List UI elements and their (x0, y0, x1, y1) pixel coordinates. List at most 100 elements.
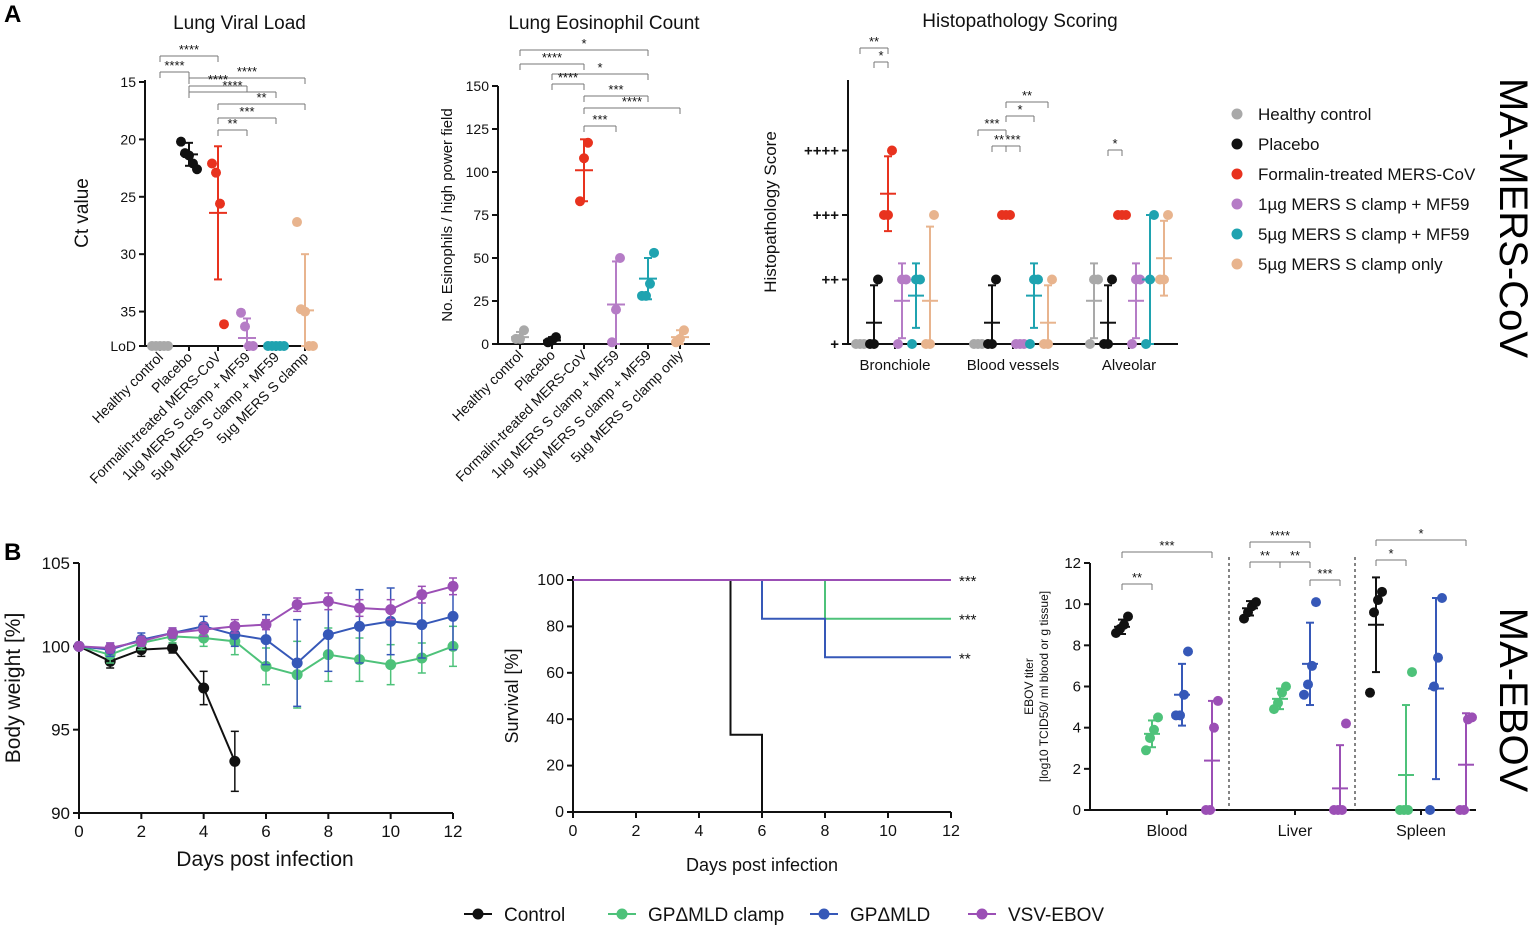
legend-item: 5µg MERS S clamp only (1231, 255, 1443, 274)
group-0-series-1 (1141, 712, 1163, 756)
group-0-series-3 (1201, 695, 1223, 815)
data-point (991, 274, 1001, 285)
data-point (229, 629, 241, 641)
series-line (78, 645, 236, 762)
significance-bracket: ** (217, 90, 306, 110)
data-point (615, 253, 625, 263)
significance-label: ** (1022, 88, 1032, 103)
data-point (385, 615, 397, 627)
series-5 (292, 217, 318, 351)
data-point (198, 682, 210, 694)
group-label: Blood vessels (967, 357, 1060, 374)
significance-label: *** (1005, 132, 1020, 147)
data-point (1251, 597, 1261, 608)
legend-item: Control (464, 905, 565, 926)
x-tick-label: 2 (137, 822, 146, 841)
data-point (1149, 210, 1159, 220)
significance-bracket: *** (583, 82, 649, 102)
x-tick-label: 10 (381, 822, 400, 841)
data-point (207, 158, 217, 169)
significance-bracket: ** (991, 132, 1007, 152)
data-point (1429, 681, 1439, 692)
significance-label: *** (608, 82, 623, 97)
data-point (385, 659, 397, 671)
x-tick-label: 8 (821, 823, 830, 840)
data-point (611, 304, 621, 315)
data-point (1273, 697, 1283, 708)
legend-item: Placebo (1231, 135, 1319, 154)
data-point (184, 150, 194, 161)
data-point (308, 341, 318, 351)
y-axis-label-group: EBOV titer [log10 TCID50/ ml blood or g t… (1022, 591, 1051, 782)
data-point (679, 325, 689, 336)
y-axis-label-line2: [log10 TCID50/ ml blood or g tissue] (1037, 591, 1051, 782)
y-tick-label: 0 (481, 336, 489, 352)
series-0 (73, 640, 241, 793)
group-0-series-5 (921, 210, 939, 349)
significance-label: **** (542, 50, 562, 65)
significance-label: * (878, 48, 883, 63)
data-point (1467, 712, 1477, 723)
group-0-series-0 (1111, 611, 1133, 638)
data-point (1369, 607, 1379, 618)
significance-label: **** (622, 94, 642, 109)
data-point (215, 198, 225, 209)
x-tick-label: 2 (632, 823, 641, 840)
y-tick-label: 25 (473, 293, 489, 309)
y-tick-label: 100 (466, 164, 490, 180)
data-point (416, 589, 428, 601)
legend-label: 5µg MERS S clamp + MF59 (1258, 225, 1470, 244)
data-point (1107, 274, 1117, 285)
legend-label: VSV-EBOV (1008, 905, 1104, 926)
legend-item: GPΔMLD clamp (608, 905, 784, 926)
series-3 (73, 577, 459, 654)
y-tick-label: 15 (120, 74, 136, 90)
data-point (907, 339, 917, 349)
legend-label: 1µg MERS S clamp + MF59 (1258, 195, 1470, 214)
side-label-ebov: MA-EBOV (1491, 608, 1535, 793)
group-2-series-3 (1455, 712, 1477, 815)
chart-body-weight: 90 95 100 105 0 2 4 6 8 10 12 Days post infection Bo… (2, 554, 462, 871)
y-tick-label: 100 (42, 637, 70, 656)
group-0-series-1 (865, 274, 883, 349)
data-point (645, 278, 655, 289)
data-point (1377, 586, 1387, 597)
legend-marker (616, 908, 628, 920)
y-axis-label: Histopathology Score (761, 131, 780, 293)
x-tick-label: 8 (324, 822, 333, 841)
data-point (1213, 695, 1223, 706)
y-axis-label-group: Body weight [%] (2, 613, 25, 764)
significance-label: **** (237, 64, 257, 79)
group-1-series-4 (1025, 262, 1043, 349)
significance-bracket: **** (188, 72, 248, 92)
data-point (248, 341, 258, 351)
significance-bracket: *** (1005, 132, 1021, 152)
group-label: Blood (1147, 823, 1188, 840)
legend-mers: Healthy control Placebo Formalin-treated M… (1231, 105, 1476, 274)
data-point (167, 627, 178, 639)
y-tick-label: 95 (51, 721, 70, 740)
chart-survival: 0 20 40 60 80 100 0 2 4 6 8 10 12 Days post infection… (502, 572, 977, 875)
data-point (883, 210, 893, 220)
data-point (675, 333, 685, 344)
y-tick-label: 105 (42, 554, 70, 573)
data-point (1433, 652, 1443, 663)
data-point (354, 602, 365, 614)
y-axis-label: Ct value (72, 178, 93, 248)
group-1-series-3 (1329, 718, 1351, 815)
group-2-series-2 (1113, 210, 1131, 220)
legend-marker (1231, 198, 1243, 210)
group-1-series-2 (1299, 597, 1321, 707)
legend-marker (1231, 138, 1243, 150)
legend-marker (1231, 258, 1243, 270)
side-label-ebov-text: MA-EBOV (1491, 608, 1535, 793)
significance-bracket: ** (1249, 548, 1281, 568)
y-tick-label: +++ (813, 207, 840, 224)
group-label: Spleen (1396, 823, 1446, 840)
data-point (1085, 339, 1095, 349)
data-point (1159, 274, 1169, 285)
legend-item: Formalin-treated MERS-CoV (1231, 165, 1476, 184)
data-point (1425, 805, 1435, 815)
data-point (1025, 339, 1035, 349)
